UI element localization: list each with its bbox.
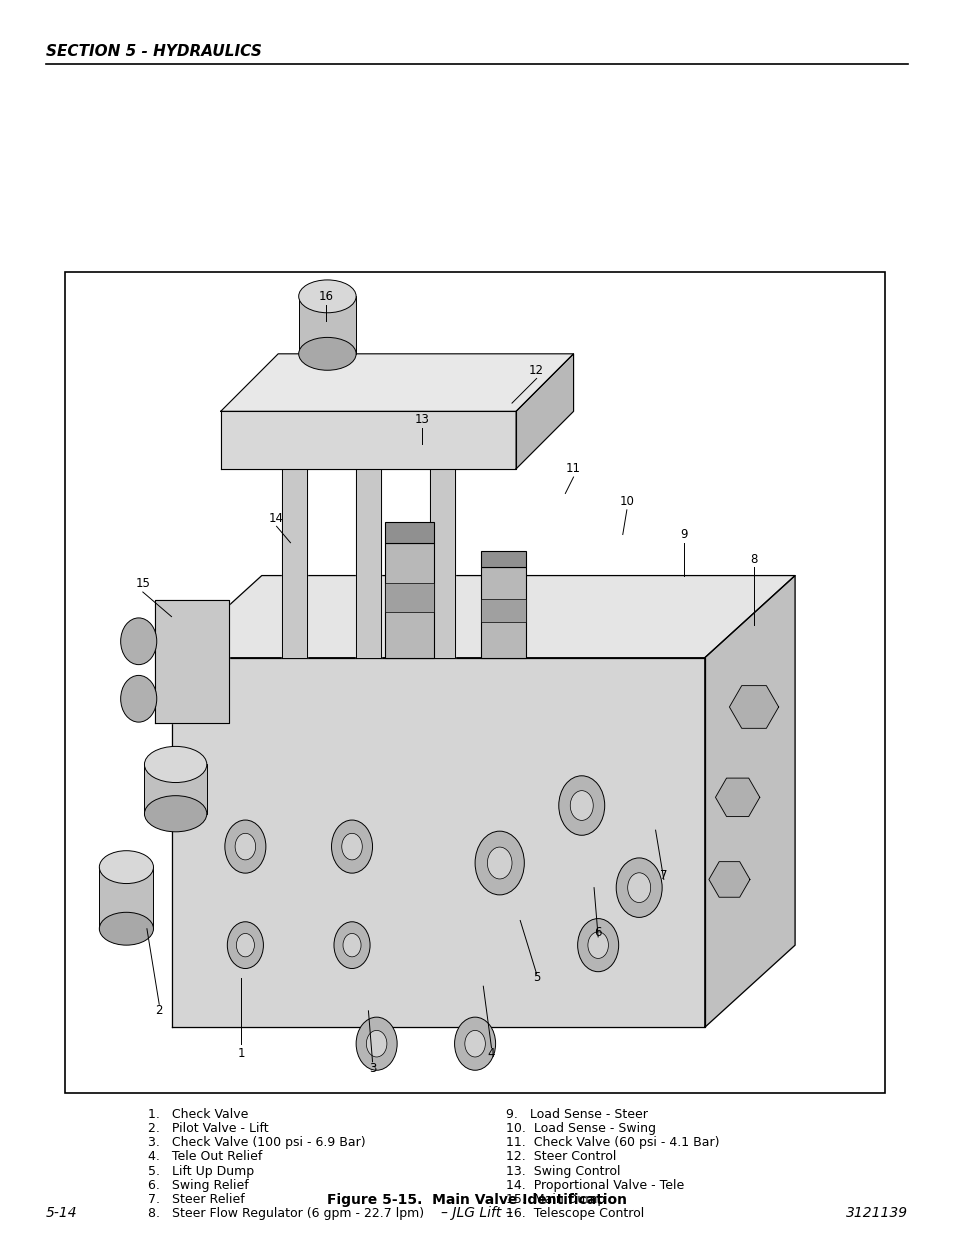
Text: 15.  Main Dump: 15. Main Dump: [505, 1193, 604, 1207]
Text: 10.  Load Sense - Swing: 10. Load Sense - Swing: [505, 1121, 655, 1135]
Polygon shape: [220, 353, 573, 411]
Text: 11.  Check Valve (60 psi - 4.1 Bar): 11. Check Valve (60 psi - 4.1 Bar): [505, 1136, 719, 1150]
Circle shape: [454, 1018, 496, 1071]
Circle shape: [334, 921, 370, 968]
Text: 9: 9: [679, 529, 687, 541]
Polygon shape: [430, 469, 454, 658]
Circle shape: [236, 934, 254, 957]
Text: 1.   Check Valve: 1. Check Valve: [148, 1108, 248, 1121]
Text: 4: 4: [487, 1047, 495, 1060]
Ellipse shape: [298, 280, 355, 312]
Text: 7.   Steer Relief: 7. Steer Relief: [148, 1193, 244, 1207]
Circle shape: [341, 834, 362, 860]
Text: 12.  Steer Control: 12. Steer Control: [505, 1151, 616, 1163]
Circle shape: [475, 831, 524, 895]
Text: 12: 12: [529, 364, 543, 377]
Bar: [480, 599, 526, 621]
Circle shape: [464, 1030, 485, 1057]
Text: 16: 16: [318, 290, 333, 303]
Ellipse shape: [99, 913, 153, 945]
Circle shape: [234, 834, 255, 860]
Circle shape: [570, 790, 593, 820]
Polygon shape: [172, 658, 704, 1028]
Circle shape: [627, 873, 650, 903]
Circle shape: [366, 1030, 387, 1057]
Polygon shape: [172, 576, 794, 658]
Bar: [480, 567, 526, 658]
Text: 5: 5: [533, 972, 539, 984]
Text: 11: 11: [565, 462, 580, 475]
Circle shape: [355, 1018, 396, 1071]
Text: 13: 13: [414, 412, 429, 426]
Polygon shape: [704, 576, 794, 1028]
Polygon shape: [516, 353, 573, 469]
Bar: [99, 867, 153, 929]
Text: 4.   Tele Out Relief: 4. Tele Out Relief: [148, 1151, 262, 1163]
Ellipse shape: [144, 746, 207, 783]
Text: SECTION 5 - HYDRAULICS: SECTION 5 - HYDRAULICS: [46, 44, 261, 59]
Bar: [384, 583, 434, 611]
Text: 14: 14: [269, 511, 284, 525]
Polygon shape: [708, 862, 749, 897]
Text: 1: 1: [237, 1047, 245, 1060]
Text: 9.   Load Sense - Steer: 9. Load Sense - Steer: [505, 1108, 647, 1121]
Circle shape: [225, 820, 266, 873]
Text: 3121139: 3121139: [845, 1207, 907, 1220]
Text: 14.  Proportional Valve - Tele: 14. Proportional Valve - Tele: [505, 1178, 683, 1192]
Circle shape: [616, 858, 661, 918]
Text: 5.   Lift Up Dump: 5. Lift Up Dump: [148, 1165, 253, 1178]
Bar: [384, 542, 434, 658]
Polygon shape: [355, 469, 380, 658]
Polygon shape: [220, 411, 516, 469]
Text: 6: 6: [594, 926, 601, 940]
Text: 13.  Swing Control: 13. Swing Control: [505, 1165, 619, 1178]
Polygon shape: [155, 600, 229, 724]
Circle shape: [343, 934, 360, 957]
Ellipse shape: [298, 337, 355, 370]
Polygon shape: [282, 469, 307, 658]
Bar: [298, 296, 355, 353]
Text: 6.   Swing Relief: 6. Swing Relief: [148, 1178, 249, 1192]
Circle shape: [558, 776, 604, 835]
Text: 7: 7: [659, 869, 667, 882]
Ellipse shape: [144, 795, 207, 832]
Text: 15: 15: [135, 577, 150, 590]
Text: 8: 8: [750, 552, 757, 566]
Bar: [480, 551, 526, 567]
Text: 2: 2: [155, 1004, 163, 1018]
Circle shape: [227, 921, 263, 968]
Text: 16.  Telescope Control: 16. Telescope Control: [505, 1208, 643, 1220]
Bar: [384, 522, 434, 542]
Text: – JLG Lift –: – JLG Lift –: [440, 1207, 513, 1220]
Text: Figure 5-15.  Main Valve Identification: Figure 5-15. Main Valve Identification: [327, 1193, 626, 1207]
Circle shape: [487, 847, 512, 879]
Circle shape: [120, 618, 156, 664]
Circle shape: [331, 820, 373, 873]
Polygon shape: [715, 778, 759, 816]
Text: 10: 10: [618, 495, 634, 508]
Text: 3.   Check Valve (100 psi - 6.9 Bar): 3. Check Valve (100 psi - 6.9 Bar): [148, 1136, 365, 1150]
Circle shape: [577, 919, 618, 972]
Circle shape: [120, 676, 156, 722]
Bar: [65, 272, 884, 1093]
Ellipse shape: [99, 851, 153, 883]
Polygon shape: [729, 685, 778, 729]
Text: 2.   Pilot Valve - Lift: 2. Pilot Valve - Lift: [148, 1121, 268, 1135]
Bar: [144, 764, 207, 814]
Text: 8.   Steer Flow Regulator (6 gpm - 22.7 lpm): 8. Steer Flow Regulator (6 gpm - 22.7 lp…: [148, 1208, 423, 1220]
Text: 5-14: 5-14: [46, 1207, 77, 1220]
Text: 3: 3: [369, 1062, 375, 1074]
Circle shape: [587, 932, 608, 958]
